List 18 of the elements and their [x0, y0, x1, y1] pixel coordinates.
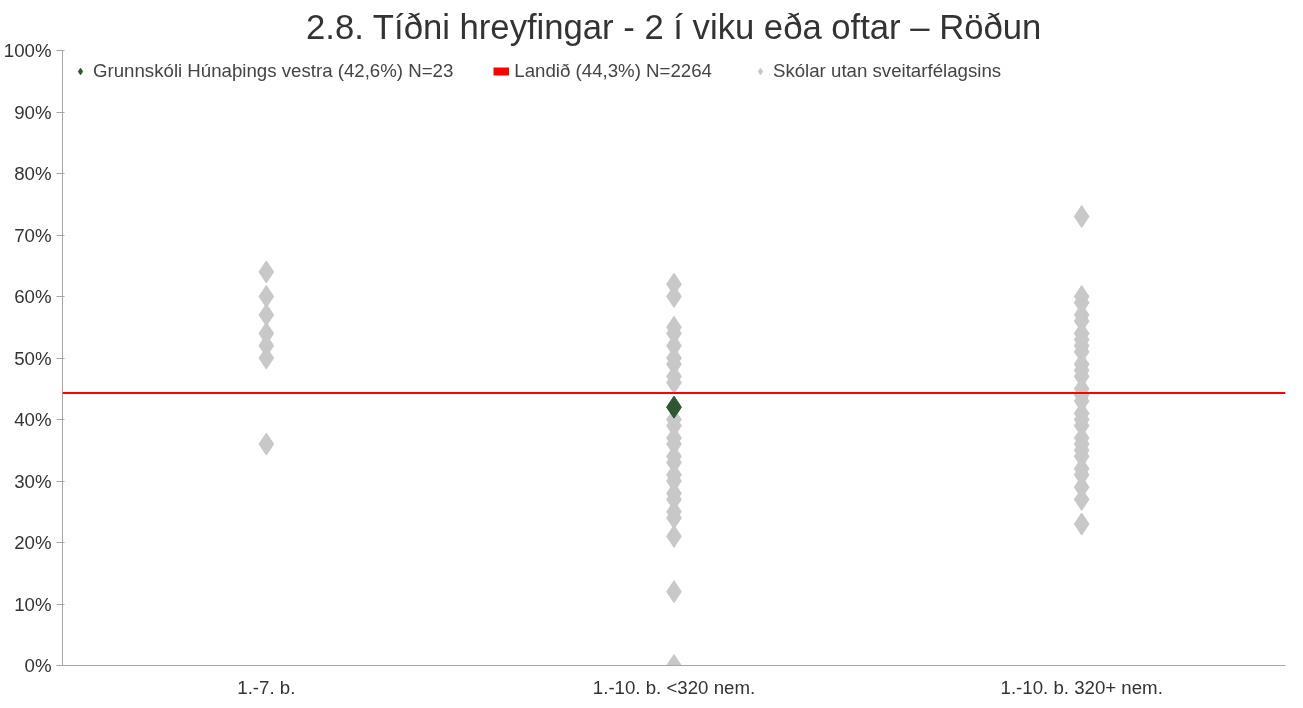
y-tick-label: 0%: [24, 655, 52, 676]
y-tick-label: 20%: [14, 532, 52, 553]
legend-label: Grunnskóli Húnaþings vestra (42,6%) N=23: [93, 60, 454, 82]
x-tick-label: 1.-7. b.: [237, 676, 296, 698]
x-tick-label: 1.-10. b. <320 nem.: [592, 676, 756, 698]
y-tick-label: 10%: [14, 593, 52, 615]
x-tick-label: 1.-10. b. 320+ nem.: [1000, 676, 1163, 698]
y-tick-label: 50%: [14, 347, 52, 369]
y-tick-label: 80%: [14, 163, 52, 184]
y-tick-label: 30%: [14, 470, 52, 492]
y-tick-label: 40%: [14, 409, 52, 430]
y-tick-label: 60%: [14, 286, 52, 307]
y-tick-label: 70%: [14, 224, 52, 246]
y-tick-label: 100%: [3, 40, 52, 61]
y-tick-label: 90%: [14, 101, 52, 123]
legend-label: Landið (44,3%) N=2264: [514, 60, 712, 82]
legend-label: Skólar utan sveitarfélagsins: [772, 60, 1002, 82]
chart-title: 2.8. Tíðni hreyfingar - 2 í viku eða oftar – Röðun: [306, 7, 1042, 46]
